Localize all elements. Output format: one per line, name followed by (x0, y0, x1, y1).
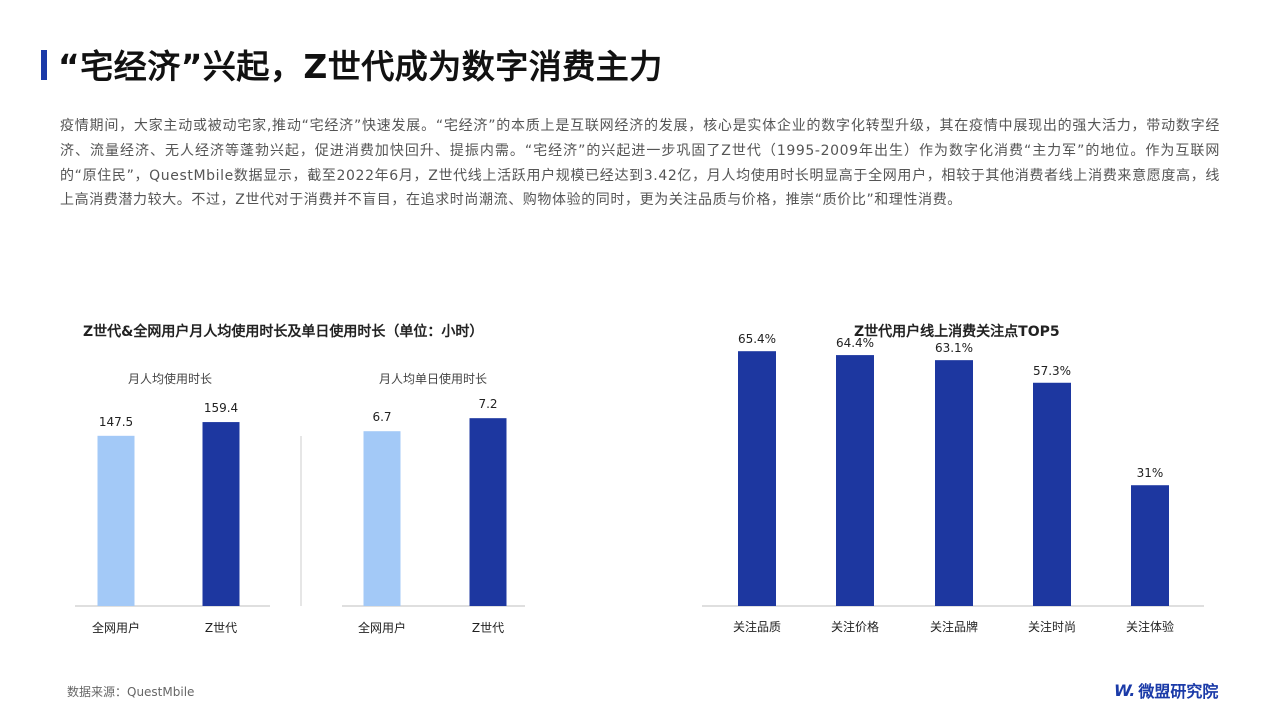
bar-关注体验 (1131, 485, 1169, 606)
brand-logo: W. 微盟研究院 (1114, 678, 1218, 702)
bar-关注品牌 (935, 360, 973, 606)
bar-关注时尚 (1033, 382, 1071, 606)
tick-label: 关注价格 (831, 619, 879, 634)
tick-label: 关注体验 (1126, 619, 1174, 634)
bar-全网用户 (97, 435, 135, 606)
data-label: 7.2 (478, 397, 497, 411)
data-label: 6.7 (372, 410, 391, 424)
logo-text: 微盟研究院 (1138, 682, 1219, 701)
data-label: 57.3% (1033, 364, 1071, 378)
bar-Z世代 (469, 418, 507, 606)
data-label: 159.4 (204, 401, 238, 415)
chart-title-top5: Z世代用户线上消费关注点TOP5 (854, 324, 1060, 340)
title-accent-bar (41, 50, 47, 80)
tick-label: 关注品质 (733, 619, 781, 634)
data-label: 31% (1137, 466, 1164, 480)
logo-icon: W. (1114, 680, 1135, 700)
intro-paragraph: 疫情期间，大家主动或被动宅家,推动“宅经济”快速发展。“宅经济”的本质上是互联网… (60, 118, 1220, 209)
tick-label: 全网用户 (358, 620, 406, 635)
page-title: “宅经济”兴起，Z世代成为数字消费主力 (58, 47, 663, 86)
data-label: 63.1% (935, 341, 973, 355)
subtitle-daily: 月人均单日使用时长 (378, 372, 488, 386)
tick-label: 关注品牌 (930, 619, 978, 634)
chart-title-usage: Z世代&全网用户月人均使用时长及单日使用时长（单位：小时） (83, 324, 484, 340)
data-source: 数据来源：QuestMbile (67, 685, 195, 699)
bar-Z世代 (202, 422, 240, 606)
tick-label: 全网用户 (92, 620, 140, 635)
data-label: 64.4% (836, 336, 874, 350)
bar-关注品质 (738, 351, 776, 606)
tick-label: 关注时尚 (1028, 619, 1076, 634)
data-label: 65.4% (738, 332, 776, 346)
tick-label: Z世代 (472, 621, 504, 635)
bar-关注价格 (836, 355, 874, 606)
tick-label: Z世代 (205, 621, 237, 635)
data-label: 147.5 (99, 415, 133, 429)
bar-全网用户 (363, 431, 401, 606)
subtitle-monthly: 月人均使用时长 (127, 372, 213, 386)
